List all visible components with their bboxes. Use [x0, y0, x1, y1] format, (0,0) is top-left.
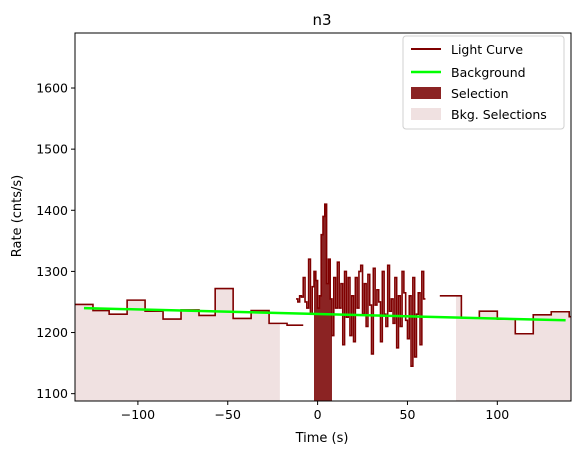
- y-tick-label-1500: 1500: [36, 142, 68, 157]
- legend-bkg-selections-label: Bkg. Selections: [451, 107, 547, 122]
- background-fit-line: [83, 306, 566, 322]
- y-tick-label-1400: 1400: [36, 203, 68, 218]
- selection-region-0: [314, 204, 332, 401]
- x-axis-label: Time (s): [295, 431, 349, 446]
- legend-bkg-selections-swatch: [411, 108, 441, 120]
- x-tick-label-100: 100: [485, 407, 509, 422]
- y-axis-label: Rate (cnts/s): [10, 175, 25, 258]
- y-tick-label-1600: 1600: [36, 81, 68, 96]
- x-tick-label--100: −100: [121, 407, 155, 422]
- plot-content: [75, 203, 571, 401]
- legend-selection-label: Selection: [451, 86, 509, 101]
- legend-light-curve-label: Light Curve: [451, 42, 523, 57]
- legend-selection-swatch: [411, 87, 441, 99]
- axes-frame: [74, 32, 572, 402]
- legend: Light Curve Background Selection Bkg. Se…: [402, 35, 565, 130]
- axes: −100 −50 0 50 100 1100 1200 1300 1400 1500 1600: [36, 32, 572, 422]
- y-tick-label-1100: 1100: [36, 386, 68, 401]
- bkg-selection-region-0: [75, 288, 280, 401]
- plot-area: [75, 203, 571, 401]
- x-tick-label-50: 50: [400, 407, 416, 422]
- y-tick-label-1200: 1200: [36, 325, 68, 340]
- legend-frame: [402, 35, 565, 130]
- bkg-selection-region-1: [455, 295, 571, 401]
- chart-title: n3: [312, 11, 331, 29]
- light-curve-center: [296, 203, 426, 367]
- legend-background-label: Background: [451, 65, 526, 80]
- x-tick-label--50: −50: [215, 407, 241, 422]
- x-tick-label-0: 0: [314, 407, 322, 422]
- y-tick-label-1300: 1300: [36, 264, 68, 279]
